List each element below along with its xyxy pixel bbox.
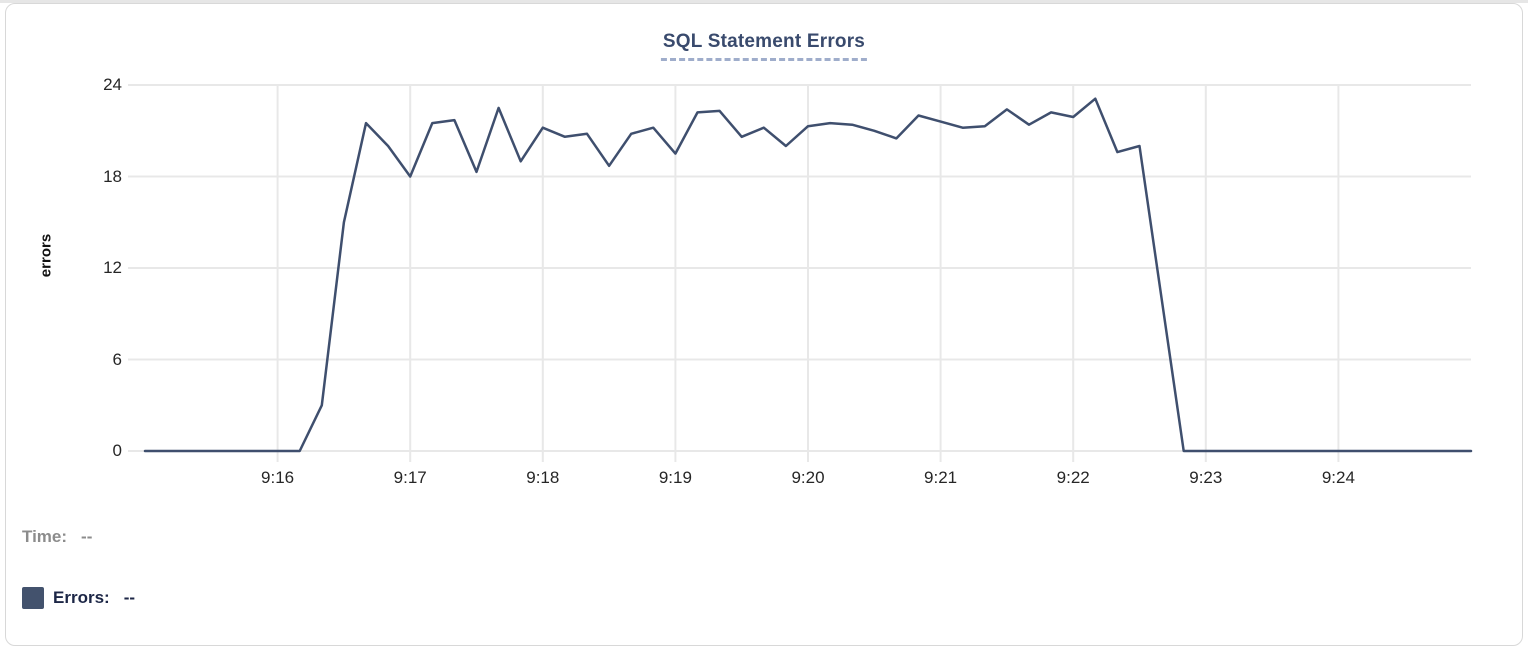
errors-readout-value: -- [123, 588, 136, 607]
x-tick-label: 9:21 [924, 468, 958, 487]
chart-card: SQL Statement Errors errors 0 6 12 18 24 9:16… [5, 3, 1523, 646]
time-readout-label: Time: [22, 527, 68, 546]
errors-readout-label: Errors: [53, 588, 110, 607]
y-tick-label: 6 [112, 349, 122, 369]
chart-title[interactable]: SQL Statement Errors [660, 31, 868, 61]
x-tick-label: 9:19 [658, 468, 692, 487]
time-readout-value: -- [81, 527, 93, 546]
errors-series-line [143, 97, 1473, 453]
y-tick-label: 24 [103, 75, 122, 94]
errors-series-swatch [22, 587, 44, 609]
y-tick-label: 12 [103, 258, 122, 277]
y-tick-label: 0 [112, 441, 122, 460]
x-tick-label: 9:17 [393, 468, 427, 487]
errors-legend-row: Errors: -- [22, 587, 135, 609]
x-tick-label: 9:22 [1056, 468, 1090, 487]
window-top-edge [0, 0, 1528, 3]
time-readout-row: Time: -- [22, 527, 92, 547]
y-tick-label: 18 [103, 166, 122, 186]
x-tick-label: 9:24 [1321, 468, 1355, 487]
x-tick-label: 9:20 [791, 468, 825, 487]
x-tick-label: 9:16 [261, 468, 295, 487]
x-tick-label: 9:23 [1189, 468, 1223, 487]
x-tick-label: 9:18 [526, 468, 560, 487]
